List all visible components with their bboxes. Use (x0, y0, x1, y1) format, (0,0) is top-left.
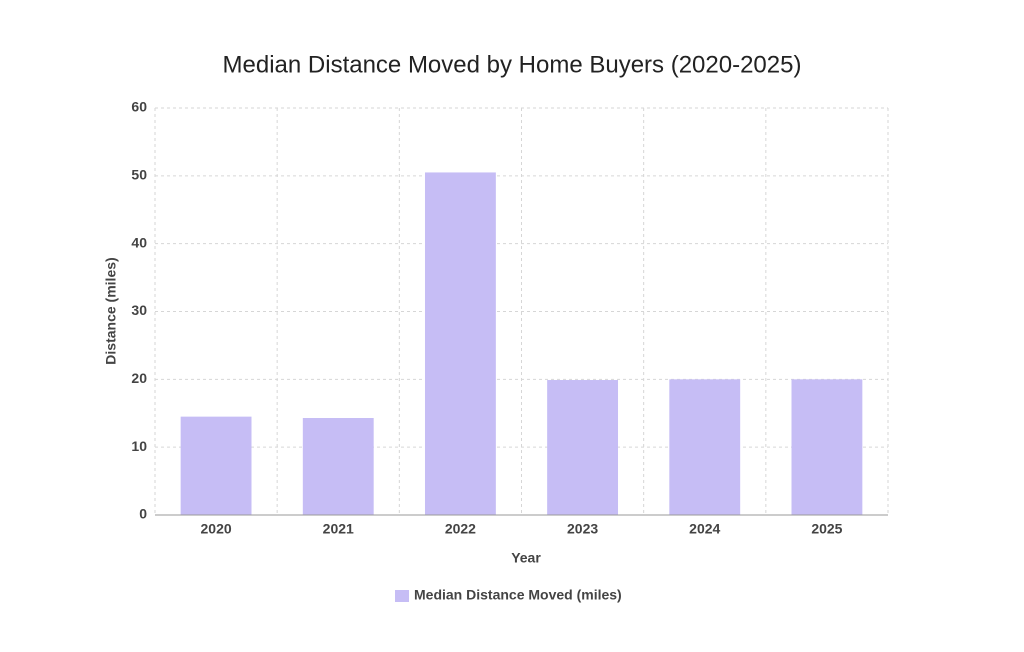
y-axis-label: Distance (miles) (103, 257, 119, 364)
x-tick-label: 2023 (567, 521, 598, 537)
y-tick-label: 20 (131, 370, 147, 386)
bar (302, 417, 374, 515)
x-tick-label: 2025 (811, 521, 842, 537)
bar (424, 172, 496, 516)
bar (180, 416, 252, 515)
y-tick-label: 30 (131, 302, 147, 318)
chart-title: Median Distance Moved by Home Buyers (20… (223, 51, 802, 78)
legend-label: Median Distance Moved (miles) (414, 587, 622, 603)
y-tick-label: 0 (139, 506, 147, 522)
legend-swatch (395, 590, 409, 602)
x-tick-label: 2020 (201, 521, 232, 537)
x-tick-label: 2021 (323, 521, 354, 537)
y-tick-label: 60 (131, 99, 147, 115)
y-tick-label: 50 (131, 167, 147, 183)
x-tick-label: 2022 (445, 521, 476, 537)
x-axis-label: Year (511, 550, 541, 566)
y-tick-label: 10 (131, 438, 147, 454)
y-tick-label: 40 (131, 234, 147, 250)
bar (547, 380, 619, 515)
x-tick-label: 2024 (689, 521, 720, 537)
bar (669, 379, 741, 515)
bar (791, 379, 863, 515)
